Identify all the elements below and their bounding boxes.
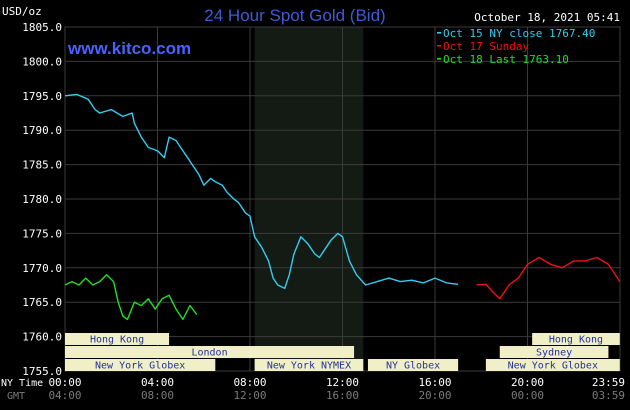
y-tick-label: 1790.0 <box>22 124 62 137</box>
legend-dash-oct17 <box>437 45 441 47</box>
session-band: Sydney <box>499 346 609 359</box>
x-tick-label-ny: 12:00 <box>326 376 359 389</box>
session-band: Hong Kong <box>65 333 170 346</box>
session-band-box <box>65 359 216 371</box>
legend-item-oct17: Oct 17 Sunday <box>443 40 529 53</box>
x-tick-label-gmt: 16:00 <box>326 389 359 402</box>
legend: Oct 15 NY close 1767.40 Oct 17 Sunday Oc… <box>437 27 595 66</box>
session-band-label: NY Globex <box>386 361 440 372</box>
y-tick-label: 1800.0 <box>22 55 62 68</box>
session-band-label: New York NYMEX <box>267 361 351 372</box>
x-tick-label-gmt: 04:00 <box>48 389 81 402</box>
series-line-2 <box>64 274 198 321</box>
session-band-box <box>485 359 620 371</box>
y-tick-label: 1755.0 <box>22 365 62 378</box>
x-tick-label-ny: 08:00 <box>233 376 266 389</box>
x-tick-label-gmt: 03:59 <box>592 389 625 402</box>
session-band: Hong Kong <box>532 333 620 346</box>
session-band: New York NYMEX <box>254 359 364 372</box>
datetime-label: October 18, 2021 05:41 <box>474 11 620 24</box>
session-band-box <box>499 346 609 358</box>
chart-title: 24 Hour Spot Gold (Bid) <box>204 6 385 25</box>
legend-dash-oct18 <box>437 58 441 60</box>
site-watermark: www.kitco.com <box>67 39 191 58</box>
session-band-label: New York Globex <box>95 361 185 372</box>
session-band-box <box>65 346 355 358</box>
x-tick-label-gmt: 08:00 <box>141 389 174 402</box>
y-tick-label: 1795.0 <box>22 90 62 103</box>
x-tick-label-gmt: 20:00 <box>418 389 451 402</box>
session-band-box <box>367 359 459 371</box>
y-tick-label: 1780.0 <box>22 193 62 206</box>
session-band-label: London <box>191 348 227 359</box>
y-tick-label: 1775.0 <box>22 227 62 240</box>
x-tick-label-ny: 20:00 <box>511 376 544 389</box>
session-band-label: Hong Kong <box>90 335 144 346</box>
x-tick-label-ny: 23:59 <box>592 376 625 389</box>
x-tick-label-ny: 04:00 <box>141 376 174 389</box>
ny-time-label: NY Time <box>1 378 43 389</box>
x-tick-label-gmt: 00:00 <box>511 389 544 402</box>
y-tick-label: 1770.0 <box>22 262 62 275</box>
y-tick-label: 1760.0 <box>22 331 62 344</box>
y-tick-label: 1805.0 <box>22 21 62 34</box>
session-band-label: Sydney <box>536 348 572 359</box>
series-line-1 <box>476 256 621 300</box>
session-band: NY Globex <box>367 359 459 372</box>
session-band: London <box>65 346 355 359</box>
legend-item-oct18: Oct 18 Last 1763.10 <box>443 53 569 66</box>
session-band: New York Globex <box>485 359 620 372</box>
x-tick-label-gmt: 12:00 <box>233 389 266 402</box>
session-band-box <box>254 359 364 371</box>
session-band-box <box>532 333 620 345</box>
x-tick-label-ny: 16:00 <box>418 376 451 389</box>
session-band-label: New York Globex <box>508 361 598 372</box>
x-tick-label-ny: 00:00 <box>48 376 81 389</box>
unit-label: USD/oz <box>2 5 42 18</box>
session-band-box <box>65 333 170 345</box>
session-band-label: Hong Kong <box>549 335 603 346</box>
y-tick-label: 1785.0 <box>22 159 62 172</box>
legend-dash-oct15 <box>437 32 441 34</box>
series-line-0 <box>64 93 459 290</box>
gmt-label: GMT <box>7 391 25 402</box>
y-tick-label: 1765.0 <box>22 296 62 309</box>
legend-item-oct15: Oct 15 NY close 1767.40 <box>443 27 595 40</box>
session-band: New York Globex <box>65 359 216 372</box>
